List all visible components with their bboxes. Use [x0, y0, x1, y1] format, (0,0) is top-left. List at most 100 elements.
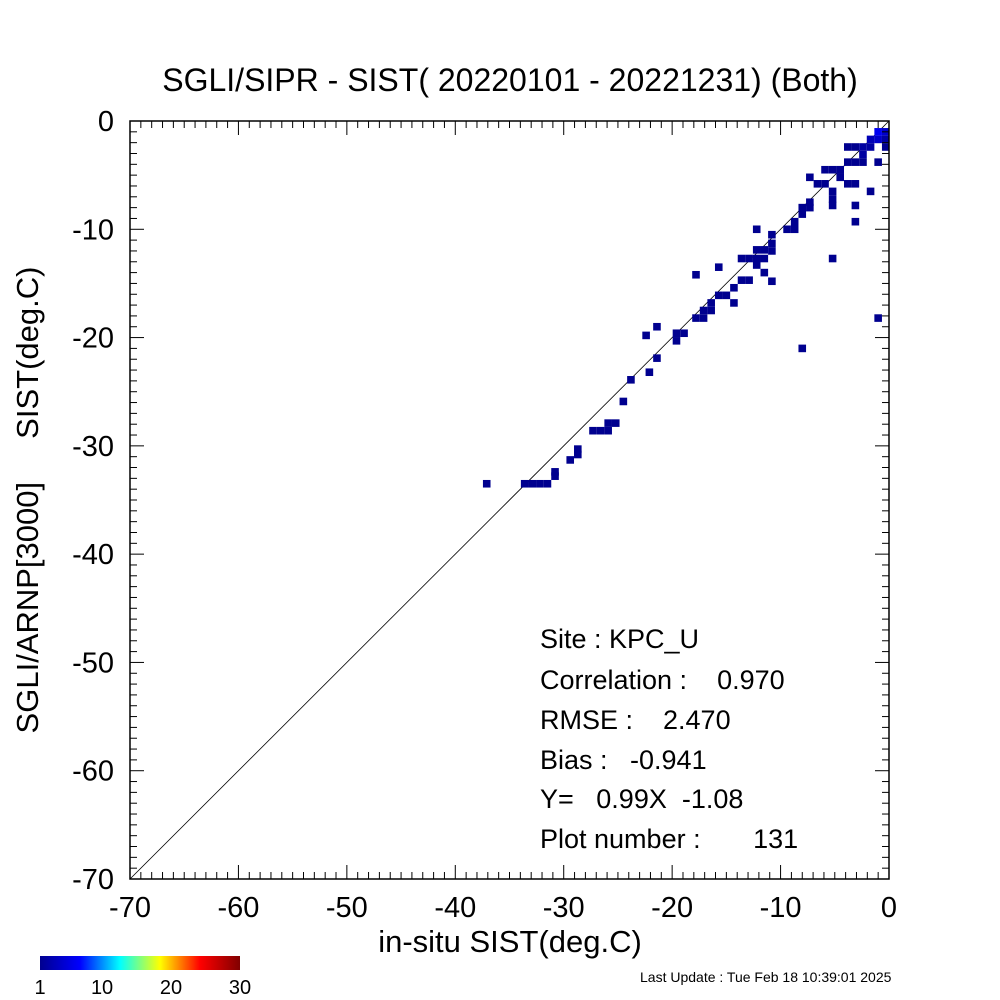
y-tick-label: -30: [72, 431, 114, 463]
heatmap-bin: [866, 143, 875, 151]
colorbar: [40, 956, 240, 970]
heatmap-bin: [790, 217, 799, 226]
heatmap-bin: [790, 225, 799, 234]
heatmap-bin: [828, 195, 837, 203]
heatmap-bin: [722, 291, 731, 300]
heatmap-bin: [851, 217, 860, 226]
heatmap-bin: [672, 337, 681, 345]
heatmap-bin: [730, 283, 738, 292]
stat-plot-number: Plot number : 131: [540, 824, 798, 854]
heatmap-bin: [806, 198, 814, 207]
colorbar-tick-label: 10: [91, 977, 113, 999]
heatmap-bin: [596, 426, 605, 435]
y-tick-label: -40: [72, 539, 114, 571]
heatmap-bin: [642, 331, 650, 340]
heatmap-bin: [828, 254, 837, 263]
heatmap-bin: [874, 128, 882, 136]
heatmap-bin: [821, 180, 829, 188]
heatmap-bin: [752, 261, 761, 269]
heatmap-bin: [798, 344, 807, 353]
heatmap-bin: [737, 276, 746, 284]
heatmap-bin: [707, 299, 715, 307]
heatmap-bin: [672, 329, 681, 338]
heatmap-bin: [874, 135, 882, 144]
heatmap-bin: [844, 180, 852, 188]
heatmap-bin: [859, 143, 867, 151]
heatmap-bin: [536, 479, 544, 488]
heatmap-bin: [611, 419, 620, 427]
heatmap-bin: [699, 306, 708, 315]
stat-bias: Bias : -0.941: [540, 745, 707, 775]
heatmap-bin: [627, 376, 635, 384]
heatmap-bin: [589, 426, 597, 435]
heatmap-bin: [760, 268, 769, 277]
heatmap-bin: [752, 246, 761, 254]
heatmap-bin: [566, 456, 575, 464]
heatmap-bin: [874, 314, 882, 322]
x-tick-label: -10: [760, 892, 802, 924]
stat-site: Site : KPC_U: [540, 624, 699, 654]
heatmap-bin: [760, 246, 769, 254]
heatmap-bin: [645, 368, 654, 377]
y-tick-label: 0: [98, 106, 114, 138]
heatmap-bin: [714, 291, 723, 300]
heatmap-bin: [828, 165, 837, 174]
heatmap-bin: [798, 210, 807, 218]
colorbar-ticks: 1 10 20 30: [34, 977, 251, 999]
heatmap-bin: [859, 150, 867, 159]
heatmap-bin: [851, 180, 860, 188]
stats-box: Site : KPC_U Correlation : 0.970 RMSE : …: [540, 624, 798, 854]
heatmap-bin: [482, 479, 491, 488]
heatmap-bin: [836, 165, 845, 174]
x-tick-label: 0: [881, 892, 897, 924]
y-tick-label: -20: [72, 323, 114, 355]
heatmap-bin: [551, 472, 559, 480]
heatmap-bin: [768, 277, 776, 286]
heatmap-bin: [783, 225, 791, 234]
heatmap-bin: [851, 201, 860, 210]
heatmap-bin: [574, 450, 582, 459]
x-tick-label: -40: [434, 892, 476, 924]
y-tick-label: -10: [72, 214, 114, 246]
stat-regression: Y= 0.99X -1.08: [540, 784, 743, 814]
heatmap-bin: [680, 329, 688, 338]
colorbar-tick-label: 1: [34, 977, 45, 999]
heatmap-bin: [604, 419, 612, 427]
y-tick-label: -70: [72, 864, 114, 896]
heatmap-bin: [836, 173, 845, 182]
heatmap-bin: [707, 306, 715, 315]
heatmap-bin: [768, 247, 776, 255]
heatmap-bin: [752, 225, 761, 234]
x-tick-label: -70: [109, 892, 151, 924]
x-tick-label: -60: [217, 892, 259, 924]
heatmap-bin: [653, 322, 661, 331]
heatmap-bin: [798, 203, 807, 212]
heatmap-bin: [844, 158, 852, 166]
x-tick-label: -20: [651, 892, 693, 924]
heatmap-bin: [881, 135, 890, 144]
heatmap-bin: [881, 143, 890, 151]
y-tick-label: -50: [72, 647, 114, 679]
heatmap-bin: [604, 426, 612, 435]
plot-area: [129, 120, 890, 880]
stat-correlation: Correlation : 0.970: [540, 665, 785, 695]
chart-title: SGLI/SIPR - SIST( 20220101 - 20221231) (…: [162, 62, 857, 98]
heatmap-bin: [813, 180, 822, 188]
heatmap-bin: [768, 239, 776, 248]
y-tick-label: -60: [72, 756, 114, 788]
heatmap-bin: [714, 263, 723, 271]
colorbar-tick-label: 20: [160, 977, 182, 999]
heatmap-bin: [851, 158, 860, 166]
heatmap-bin: [730, 299, 738, 307]
heatmap-bin: [874, 158, 882, 166]
heatmap-bin: [806, 173, 814, 182]
heatmap-bin: [543, 479, 552, 488]
heatmap-bin: [699, 314, 708, 322]
x-axis-label: in-situ SIST(deg.C): [378, 924, 642, 959]
heatmap-bin: [752, 254, 761, 263]
heatmap-bin: [520, 479, 529, 488]
heatmap-bin: [737, 254, 746, 263]
heatmap-bin: [828, 201, 837, 210]
heatmap-bin: [844, 143, 852, 151]
